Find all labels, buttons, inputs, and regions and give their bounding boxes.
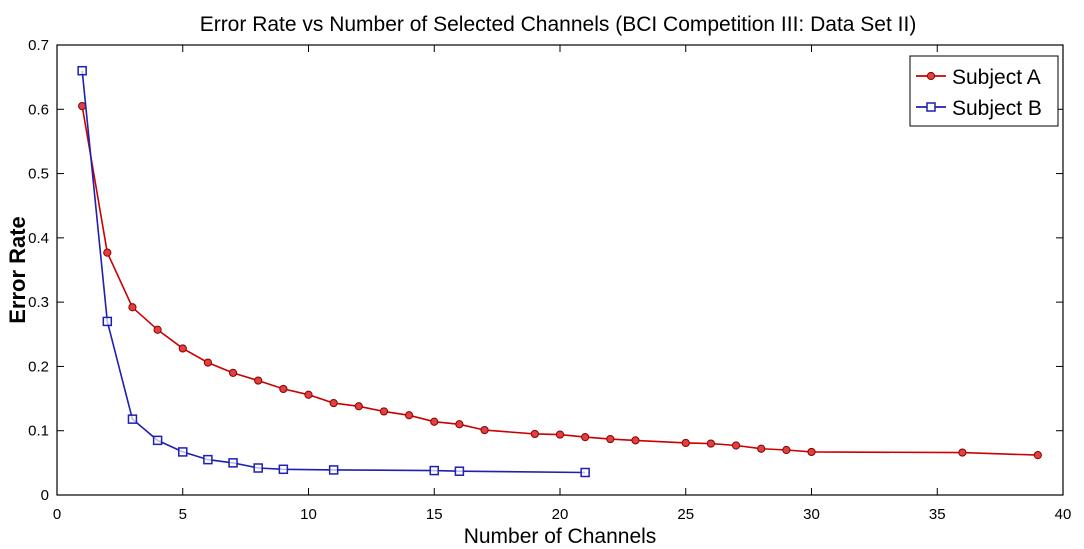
y-tick-label: 0.3 bbox=[28, 294, 49, 311]
y-tick-label: 0.6 bbox=[28, 101, 49, 118]
y-tick-label: 0.2 bbox=[28, 358, 49, 375]
data-point bbox=[681, 438, 690, 448]
data-point bbox=[203, 454, 213, 465]
x-tick-label: 35 bbox=[929, 506, 946, 523]
legend-label: Subject B bbox=[952, 97, 1042, 120]
data-point bbox=[706, 439, 716, 448]
data-point bbox=[329, 398, 338, 408]
y-axis-label: Error Rate bbox=[5, 216, 30, 324]
data-point bbox=[354, 402, 363, 411]
y-tick-label: 0.4 bbox=[28, 230, 49, 247]
data-point bbox=[807, 447, 816, 457]
data-point bbox=[152, 435, 163, 446]
data-point bbox=[555, 430, 565, 439]
data-point bbox=[454, 466, 465, 476]
x-tick-label: 30 bbox=[803, 506, 820, 523]
data-point bbox=[480, 425, 489, 435]
data-point bbox=[203, 358, 212, 367]
x-tick-label: 40 bbox=[1055, 506, 1072, 523]
data-point bbox=[731, 441, 741, 450]
x-axis-label: Number of Channels bbox=[464, 525, 657, 548]
x-tick-label: 20 bbox=[552, 506, 569, 523]
data-point bbox=[253, 463, 263, 473]
x-tick-label: 10 bbox=[300, 506, 317, 523]
axis-ticks: 0 5 10 15 20 25 30 35 40 0 0.1 0.2 0.3 0.4 0.5 0.6 0.7 bbox=[28, 37, 1071, 523]
chart-title: Error Rate vs Number of Selected Channel… bbox=[200, 13, 917, 36]
data-point bbox=[429, 465, 439, 476]
data-point bbox=[102, 316, 113, 327]
x-tick-label: 25 bbox=[677, 506, 694, 523]
legend: Subject A Subject B bbox=[909, 55, 1059, 127]
data-point bbox=[1033, 451, 1042, 460]
data-point bbox=[103, 248, 112, 257]
x-tick-label: 0 bbox=[53, 506, 61, 523]
y-tick-label: 0.7 bbox=[28, 37, 49, 54]
data-point bbox=[580, 467, 590, 478]
data-point bbox=[78, 101, 87, 111]
y-tick-label: 0.5 bbox=[28, 166, 49, 183]
data-point bbox=[127, 414, 138, 424]
data-point bbox=[304, 390, 313, 399]
data-point bbox=[430, 417, 439, 426]
data-point bbox=[606, 434, 615, 444]
data-point bbox=[631, 436, 640, 445]
data-point bbox=[958, 448, 967, 457]
data-point bbox=[455, 420, 464, 429]
data-point bbox=[757, 444, 766, 453]
data-point bbox=[278, 464, 289, 475]
data-point bbox=[328, 465, 339, 475]
data-point bbox=[228, 368, 238, 377]
data-point bbox=[178, 344, 187, 353]
series-layer bbox=[77, 65, 1042, 478]
series-line-1 bbox=[81, 105, 1038, 456]
data-point bbox=[228, 458, 238, 468]
data-point bbox=[77, 65, 87, 76]
y-tick-label: 0 bbox=[41, 487, 49, 504]
data-point bbox=[178, 447, 188, 457]
data-point bbox=[153, 325, 162, 334]
legend-marker bbox=[926, 102, 936, 112]
data-point bbox=[279, 384, 288, 394]
x-tick-label: 15 bbox=[426, 506, 443, 523]
data-point bbox=[530, 429, 539, 439]
data-point bbox=[128, 303, 137, 312]
data-point bbox=[379, 407, 389, 416]
data-point bbox=[581, 433, 590, 442]
data-point bbox=[782, 445, 791, 455]
data-point bbox=[405, 411, 414, 420]
legend-label: Subject A bbox=[952, 66, 1041, 89]
data-point bbox=[254, 376, 263, 385]
y-tick-label: 0.1 bbox=[28, 423, 49, 440]
legend-marker bbox=[926, 71, 936, 81]
legend-box bbox=[909, 55, 1059, 127]
plot-area bbox=[56, 44, 1064, 496]
x-tick-label: 5 bbox=[179, 506, 187, 523]
